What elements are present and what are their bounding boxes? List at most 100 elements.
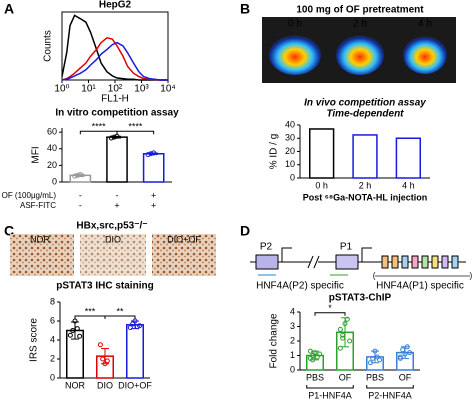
x-tick-label: DIO — [97, 380, 113, 390]
x-tick-label: 10⁰ — [54, 84, 69, 95]
chart-title: In vivo competition assay — [304, 98, 426, 109]
data-point — [67, 332, 73, 338]
y-axis-label: % ID / g — [269, 134, 280, 170]
promoter-label: P1 — [340, 242, 353, 253]
data-point — [108, 135, 114, 141]
panel-header: HBx,src,p53⁻/⁻ — [76, 221, 147, 232]
chart-title: In vitro competition assay — [55, 108, 179, 119]
panel-label: A — [4, 1, 14, 17]
data-point — [367, 360, 373, 366]
y-tick-label: 0 — [290, 364, 295, 374]
condition-value: - — [79, 200, 82, 210]
y-tick-label: 0 — [290, 172, 295, 182]
data-point — [97, 342, 103, 348]
x-tick-label: PBS — [306, 372, 324, 382]
group-label: P2-HNF4A — [368, 390, 412, 400]
y-tick-label: 4 — [50, 334, 55, 344]
x-tick-label: 4 h — [402, 180, 415, 190]
y-tick-label: 1 — [290, 350, 295, 360]
condition-name: ASF-FITC — [20, 201, 56, 210]
data-point — [377, 357, 383, 363]
data-point — [137, 323, 143, 329]
x-tick-label: 10² — [108, 84, 123, 95]
data-point — [340, 332, 346, 338]
data-point — [402, 351, 408, 357]
y-tick-label: 3 — [290, 321, 295, 331]
bar — [352, 134, 378, 179]
group-bracket — [366, 385, 414, 389]
y-tick-label: 20 — [285, 146, 295, 156]
condition-value: + — [151, 190, 156, 200]
image-label: DIO — [105, 234, 121, 244]
chart-title: pSTAT3-ChIP — [329, 293, 392, 304]
histogram-line — [61, 36, 168, 81]
significance-bracket — [74, 315, 106, 319]
gene-diagram — [250, 247, 472, 281]
group-label: P1-HNF4A — [308, 390, 352, 400]
y-axis-label: Counts — [43, 30, 54, 62]
x-tick-label: OF — [399, 372, 412, 382]
y-tick-label: 8 — [50, 296, 55, 306]
condition-value: + — [151, 200, 156, 210]
chart-title: HepG2 — [99, 0, 132, 11]
bar — [142, 153, 165, 183]
specific-label: HNF4A(P1) specific — [376, 281, 464, 292]
data-point — [337, 326, 343, 332]
data-point — [127, 325, 133, 331]
data-point — [342, 321, 348, 327]
chart-subtitle: Time-dependent — [326, 109, 404, 120]
y-tick-label: 6 — [50, 315, 55, 325]
condition-value: + — [114, 200, 119, 210]
condition-name: OF (100μg/mL) — [2, 191, 57, 200]
x-tick-label: 2 h — [359, 180, 372, 190]
significance-bracket — [116, 130, 155, 135]
condition-value: - — [79, 190, 82, 200]
data-point — [75, 172, 81, 178]
y-axis-label: Fold change — [269, 313, 280, 368]
y-tick-label: 4 — [290, 306, 295, 316]
x-axis-label: Post ⁶⁸Ga-NOTA-HL injection — [303, 192, 428, 202]
data-point — [372, 348, 378, 354]
image-label: DIO+OF — [167, 234, 201, 244]
specific-label: HNF4A(P2) specific — [256, 281, 344, 292]
data-point — [77, 333, 83, 339]
panel-label: B — [240, 1, 250, 17]
bar — [309, 128, 335, 179]
bar — [126, 324, 144, 379]
significance-label: *** — [85, 306, 96, 316]
x-tick-label: NOR — [65, 380, 86, 390]
image-label: 2 h — [353, 19, 367, 30]
y-tick-label: 2 — [50, 353, 55, 363]
data-point — [340, 335, 346, 341]
x-tick-label: DIO+OF — [118, 380, 152, 390]
significance-bracket — [314, 312, 346, 316]
significance-bracket — [104, 315, 136, 319]
data-point — [148, 151, 154, 157]
y-tick-label: 60 — [47, 127, 57, 137]
data-point — [74, 326, 80, 332]
group-bracket — [306, 385, 354, 389]
panel-label: C — [4, 223, 14, 239]
data-point — [111, 134, 117, 140]
ihc-images — [10, 234, 216, 276]
data-point — [151, 150, 157, 156]
y-tick-label: 0 — [50, 372, 55, 382]
data-point — [77, 172, 83, 178]
y-tick-label: 10 — [285, 159, 295, 169]
significance-label: **** — [128, 122, 143, 132]
data-point — [134, 324, 140, 330]
x-tick-label: 10⁴ — [160, 84, 175, 95]
significance-label: * — [328, 303, 332, 313]
x-tick-label: PBS — [366, 372, 384, 382]
y-tick-label: 2 — [290, 335, 295, 345]
significance-bracket — [79, 130, 118, 135]
chart-title: pSTAT3 IHC staining — [56, 281, 153, 292]
data-point — [145, 152, 151, 158]
data-point — [397, 355, 403, 361]
panel-header: 100 mg of OF pretreatment — [296, 5, 424, 16]
data-point — [404, 344, 410, 350]
x-tick-label: 10³ — [134, 84, 149, 95]
y-tick-label: 0 — [52, 176, 57, 186]
promoter-label: P2 — [260, 242, 273, 253]
